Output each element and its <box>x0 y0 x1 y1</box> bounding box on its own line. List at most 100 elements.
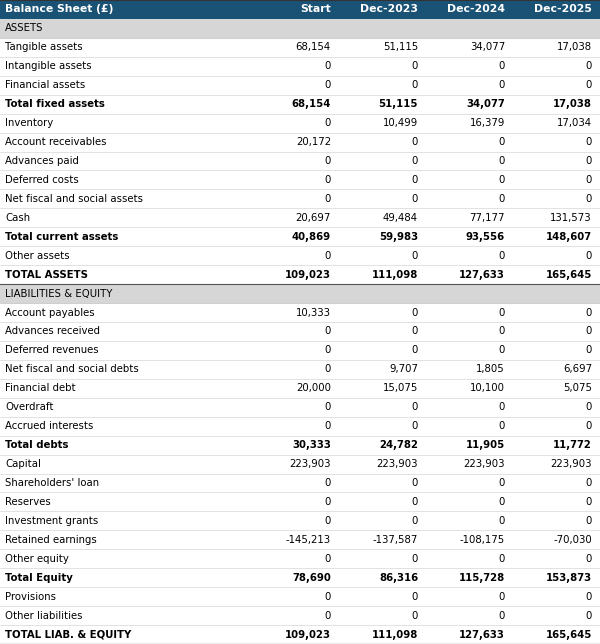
Text: 0: 0 <box>325 345 331 355</box>
Text: Tangible assets: Tangible assets <box>5 43 83 52</box>
Text: 0: 0 <box>586 554 592 564</box>
Text: 34,077: 34,077 <box>466 99 505 109</box>
Text: Total fixed assets: Total fixed assets <box>5 99 105 109</box>
Text: 0: 0 <box>412 327 418 336</box>
Text: 0: 0 <box>499 156 505 166</box>
Text: Advances paid: Advances paid <box>5 156 79 166</box>
Text: Investment grants: Investment grants <box>5 516 98 526</box>
Text: 0: 0 <box>325 365 331 374</box>
Text: 0: 0 <box>412 478 418 488</box>
Text: 49,484: 49,484 <box>383 213 418 223</box>
Text: Dec-2023: Dec-2023 <box>360 5 418 14</box>
Text: 0: 0 <box>586 478 592 488</box>
Text: 0: 0 <box>412 156 418 166</box>
Text: 0: 0 <box>499 402 505 412</box>
Bar <box>0 511 600 531</box>
Text: 0: 0 <box>325 516 331 526</box>
Text: 0: 0 <box>412 194 418 204</box>
Bar <box>0 473 600 493</box>
Text: Financial assets: Financial assets <box>5 80 85 90</box>
Text: 0: 0 <box>412 421 418 431</box>
Text: 9,707: 9,707 <box>389 365 418 374</box>
Text: 30,333: 30,333 <box>292 440 331 450</box>
Text: 0: 0 <box>499 611 505 621</box>
Text: 148,607: 148,607 <box>546 232 592 242</box>
Text: 0: 0 <box>586 327 592 336</box>
Text: 59,983: 59,983 <box>379 232 418 242</box>
Bar <box>0 531 600 549</box>
Text: LIABILITIES & EQUITY: LIABILITIES & EQUITY <box>5 289 112 299</box>
Text: 0: 0 <box>499 345 505 355</box>
Text: Other assets: Other assets <box>5 251 70 261</box>
Text: 0: 0 <box>325 421 331 431</box>
Bar <box>0 493 600 511</box>
Text: 10,499: 10,499 <box>383 118 418 128</box>
Text: Cash: Cash <box>5 213 30 223</box>
Bar <box>0 19 600 38</box>
Text: 77,177: 77,177 <box>470 213 505 223</box>
Text: 0: 0 <box>325 156 331 166</box>
Text: 1,805: 1,805 <box>476 365 505 374</box>
Text: 0: 0 <box>325 554 331 564</box>
Text: 0: 0 <box>499 137 505 147</box>
Bar <box>0 265 600 284</box>
Text: Account receivables: Account receivables <box>5 137 107 147</box>
Text: 0: 0 <box>586 345 592 355</box>
Text: Total debts: Total debts <box>5 440 68 450</box>
Text: Overdraft: Overdraft <box>5 402 53 412</box>
Bar <box>0 625 600 644</box>
Text: 109,023: 109,023 <box>285 630 331 639</box>
Bar <box>0 568 600 587</box>
Text: Deferred revenues: Deferred revenues <box>5 345 98 355</box>
Bar <box>0 303 600 322</box>
Text: Reserves: Reserves <box>5 497 51 507</box>
Bar <box>0 606 600 625</box>
Text: 165,645: 165,645 <box>545 630 592 639</box>
Bar <box>0 398 600 417</box>
Text: 17,038: 17,038 <box>557 43 592 52</box>
Text: 0: 0 <box>412 554 418 564</box>
Text: 0: 0 <box>412 345 418 355</box>
Bar <box>0 151 600 171</box>
Text: Intangible assets: Intangible assets <box>5 61 92 71</box>
Bar <box>0 322 600 341</box>
Bar <box>0 113 600 133</box>
Text: Advances received: Advances received <box>5 327 100 336</box>
Text: 223,903: 223,903 <box>464 459 505 469</box>
Text: Accrued interests: Accrued interests <box>5 421 94 431</box>
Text: 11,905: 11,905 <box>466 440 505 450</box>
Bar <box>0 284 600 303</box>
Bar <box>0 227 600 246</box>
Text: Net fiscal and social debts: Net fiscal and social debts <box>5 365 139 374</box>
Text: 10,333: 10,333 <box>296 308 331 317</box>
Text: 0: 0 <box>325 61 331 71</box>
Text: 0: 0 <box>412 80 418 90</box>
Text: 0: 0 <box>586 497 592 507</box>
Text: 20,172: 20,172 <box>296 137 331 147</box>
Bar <box>0 417 600 435</box>
Text: Retained earnings: Retained earnings <box>5 535 97 545</box>
Text: 0: 0 <box>412 61 418 71</box>
Bar <box>0 587 600 606</box>
Text: 0: 0 <box>325 251 331 261</box>
Bar <box>0 133 600 151</box>
Bar <box>0 379 600 398</box>
Text: 0: 0 <box>412 402 418 412</box>
Bar <box>0 189 600 209</box>
Text: 0: 0 <box>412 497 418 507</box>
Text: 0: 0 <box>412 611 418 621</box>
Text: 0: 0 <box>325 478 331 488</box>
Text: 131,573: 131,573 <box>550 213 592 223</box>
Text: 0: 0 <box>586 592 592 601</box>
Text: Provisions: Provisions <box>5 592 56 601</box>
Text: Start: Start <box>300 5 331 14</box>
Text: -108,175: -108,175 <box>460 535 505 545</box>
Text: -145,213: -145,213 <box>286 535 331 545</box>
Text: 17,034: 17,034 <box>557 118 592 128</box>
Text: 0: 0 <box>586 156 592 166</box>
Text: 0: 0 <box>586 308 592 317</box>
Text: 0: 0 <box>586 61 592 71</box>
Text: 0: 0 <box>499 194 505 204</box>
Text: 0: 0 <box>586 516 592 526</box>
Text: 20,000: 20,000 <box>296 383 331 393</box>
